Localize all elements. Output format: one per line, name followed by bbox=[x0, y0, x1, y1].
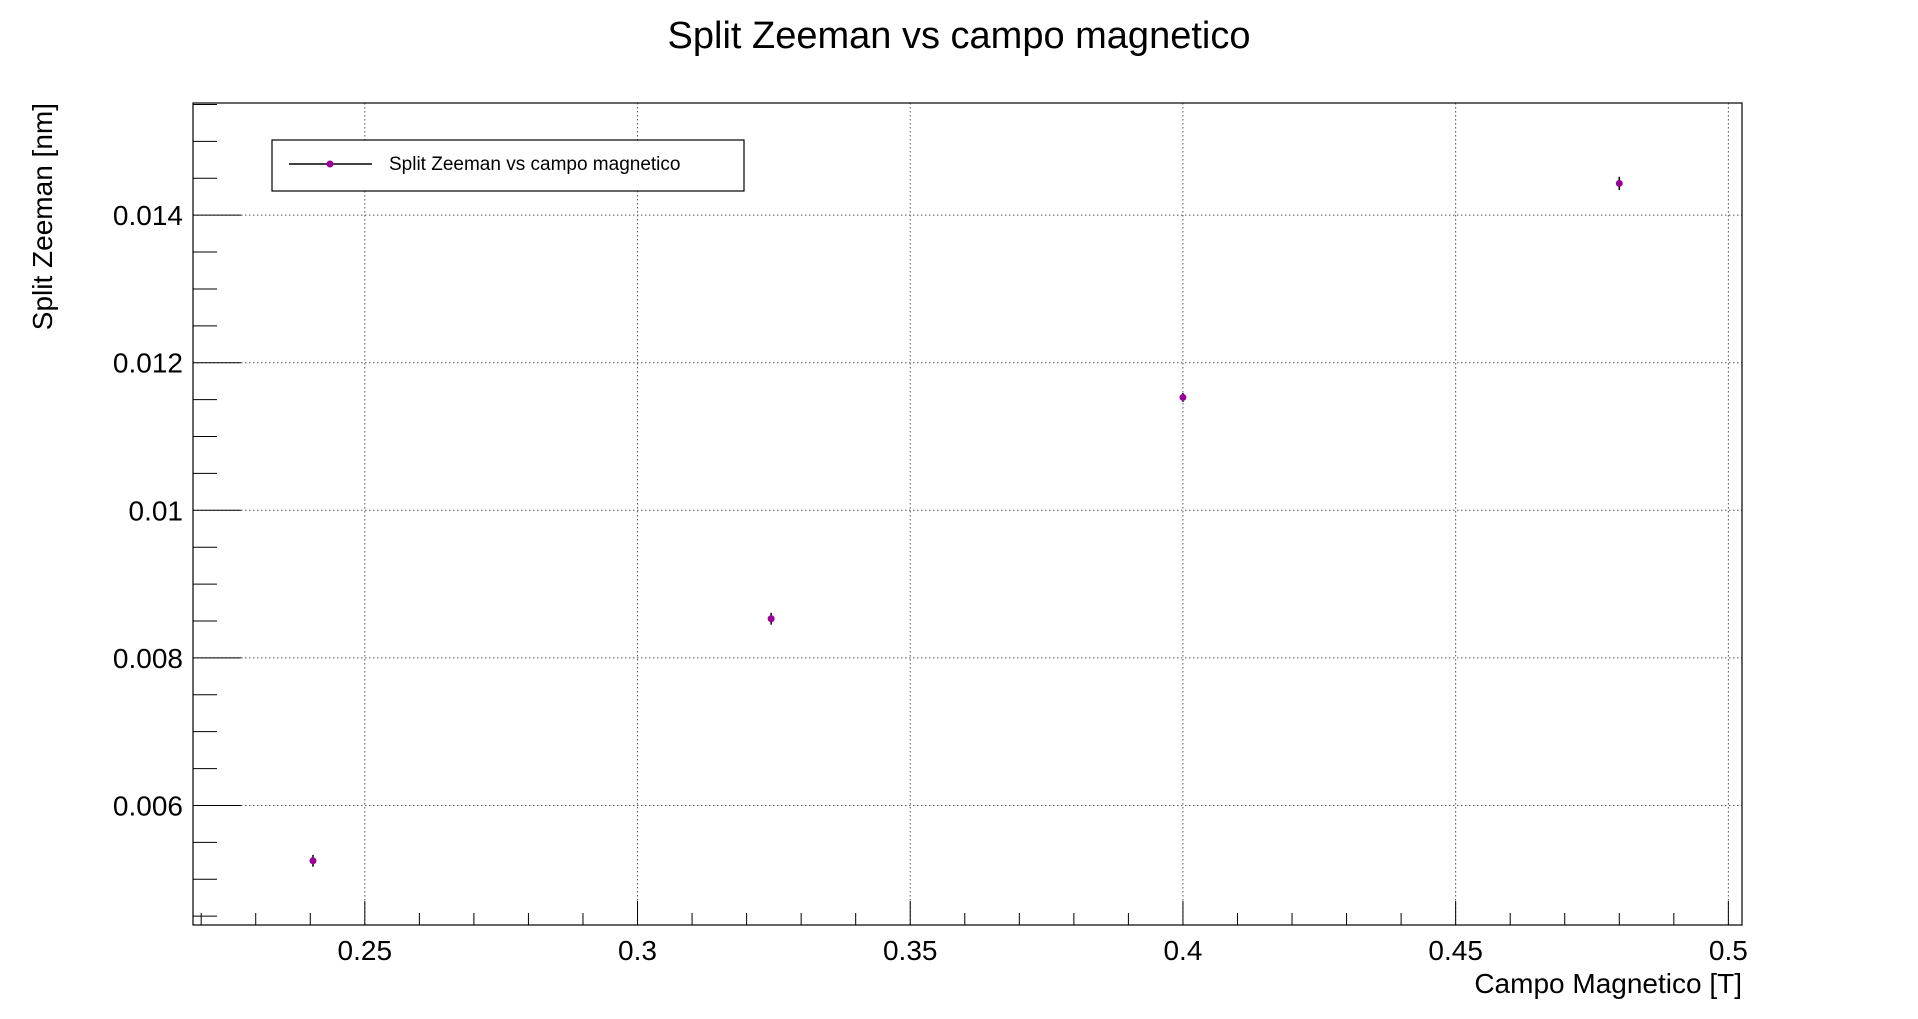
y-axis: 0.006 0.008 0.01 0.012 0.014 bbox=[113, 103, 241, 917]
plot-frame bbox=[192, 102, 1743, 926]
chart-title: Split Zeeman vs campo magnetico bbox=[668, 15, 1251, 57]
data-points bbox=[309, 176, 1623, 867]
data-point bbox=[1179, 392, 1187, 402]
data-point bbox=[767, 612, 775, 625]
point-marker bbox=[1179, 393, 1187, 401]
x-tick-label: 0.3 bbox=[618, 935, 657, 966]
legend-box bbox=[271, 139, 745, 192]
legend-entry-label: Split Zeeman vs campo magnetico bbox=[389, 154, 680, 175]
x-tick-label: 0.25 bbox=[338, 935, 393, 966]
y-tick-label: 0.008 bbox=[113, 643, 183, 674]
point-marker bbox=[767, 615, 775, 623]
y-tick-label: 0.006 bbox=[113, 790, 183, 821]
grid-lines bbox=[193, 103, 1742, 925]
y-tick-label: 0.012 bbox=[113, 348, 183, 379]
point-marker bbox=[309, 857, 317, 865]
point-marker bbox=[1615, 179, 1623, 187]
y-axis-label: Split Zeeman [nm] bbox=[27, 103, 58, 330]
x-tick-label: 0.45 bbox=[1428, 935, 1483, 966]
x-axis-label: Campo Magnetico [T] bbox=[1474, 968, 1742, 999]
x-axis: 0.25 0.3 0.35 0.4 0.45 0.5 bbox=[200, 901, 1748, 966]
x-tick-label: 0.4 bbox=[1163, 935, 1202, 966]
x-tick-label: 0.35 bbox=[883, 935, 938, 966]
y-tick-label: 0.014 bbox=[113, 200, 183, 231]
legend-marker-swatch bbox=[326, 160, 334, 168]
legend: Split Zeeman vs campo magnetico bbox=[271, 139, 745, 192]
data-point bbox=[1615, 176, 1623, 191]
y-tick-label: 0.01 bbox=[129, 495, 184, 526]
x-tick-label: 0.5 bbox=[1709, 935, 1748, 966]
data-point bbox=[309, 854, 317, 867]
